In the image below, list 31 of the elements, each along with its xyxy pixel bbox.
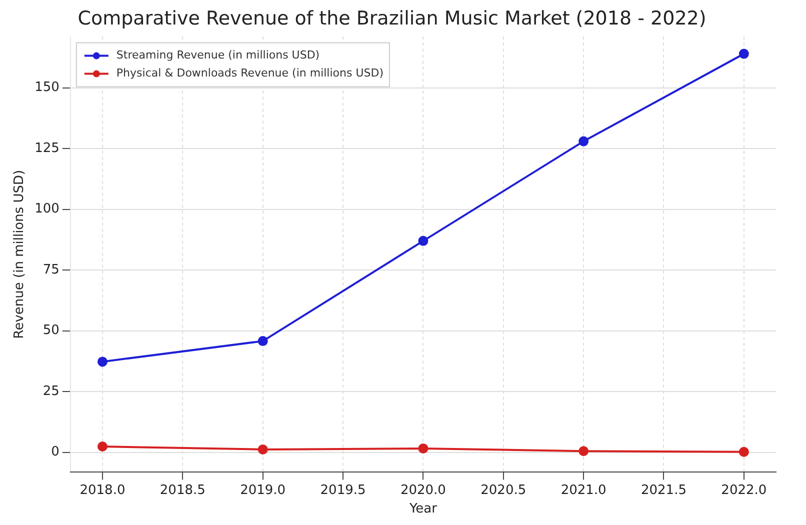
y-tick-label: 0 (51, 444, 60, 460)
x-tick-label: 2020.0 (400, 482, 446, 498)
x-tick-label: 2020.5 (480, 482, 526, 498)
x-tick-label: 2019.5 (320, 482, 366, 498)
x-axis-title: Year (408, 502, 438, 517)
x-tick-label: 2019.0 (240, 482, 286, 498)
y-tick-label: 150 (34, 80, 60, 96)
y-tick-label: 75 (42, 262, 60, 278)
x-tick-label: 2021.0 (560, 482, 606, 498)
y-axis-title: Revenue (in millions USD) (12, 170, 28, 339)
legend-label: Streaming Revenue (in millions USD) (116, 48, 320, 62)
point (258, 336, 268, 346)
point (578, 136, 589, 146)
x-tick-label: 2018.5 (160, 482, 206, 498)
point (418, 236, 428, 246)
point (97, 442, 108, 452)
y-tick-label: 25 (42, 384, 60, 399)
x-tick-label: 2022.0 (721, 482, 767, 498)
point (738, 48, 749, 59)
point (258, 444, 268, 454)
legend-label: Physical & Downloads Revenue (in millions USD) (116, 66, 384, 80)
x-tick-label: 2018.0 (80, 482, 126, 498)
y-tick-label: 125 (34, 140, 60, 156)
point (738, 446, 749, 457)
point (418, 443, 428, 454)
point (578, 446, 589, 456)
y-tick-label: 50 (42, 323, 60, 338)
point (97, 356, 108, 367)
x-tick-label: 2021.5 (640, 482, 686, 498)
y-tick-label: 100 (34, 202, 60, 217)
chart-title: Comparative Revenue of the Brazilian Music Market (2018 - 2022) (78, 7, 706, 30)
